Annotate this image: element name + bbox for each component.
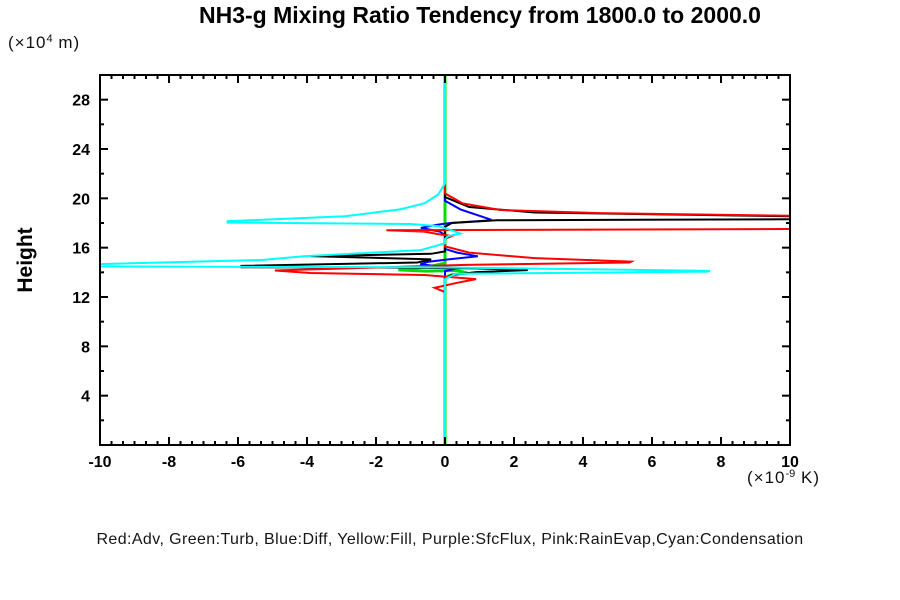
x-tick-label: -2 [369, 454, 383, 471]
series-unlabeled-black [240, 75, 791, 445]
series-turb [398, 75, 468, 445]
x-tick-label: -6 [231, 454, 245, 471]
x-tick-label: 6 [648, 454, 657, 471]
series-color-legend: Red:Adv, Green:Turb, Blue:Diff, Yellow:F… [96, 531, 804, 548]
x-unit-exponent: -9 [785, 468, 796, 480]
x-tick-label: -4 [300, 454, 314, 471]
y-tick-label: 8 [81, 339, 90, 356]
y-tick-label: 12 [72, 290, 90, 307]
y-tick-label: 4 [81, 389, 90, 406]
x-tick-label: 10 [781, 454, 799, 471]
y-tick-label: 20 [72, 191, 90, 208]
y-axis-unit-label: (×104 m) [8, 33, 81, 52]
x-tick-label: -10 [88, 454, 111, 471]
x-tick-label: 8 [717, 454, 726, 471]
x-tick-label: 2 [510, 454, 519, 471]
x-tick-label: 4 [579, 454, 588, 471]
y-tick-label: 16 [72, 241, 90, 258]
series-condensation [99, 75, 711, 445]
x-tick-label: 0 [441, 454, 450, 471]
y-tick-label: 28 [72, 93, 90, 110]
y-tick-label: 24 [72, 142, 90, 159]
series-adv [274, 75, 791, 445]
y-unit-exponent: 4 [46, 33, 53, 45]
x-tick-label: -8 [162, 454, 176, 471]
x-axis-unit-label: (×10-9 K) [746, 468, 820, 487]
chart-title: NH3-g Mixing Ratio Tendency from 1800.0 … [199, 2, 761, 28]
